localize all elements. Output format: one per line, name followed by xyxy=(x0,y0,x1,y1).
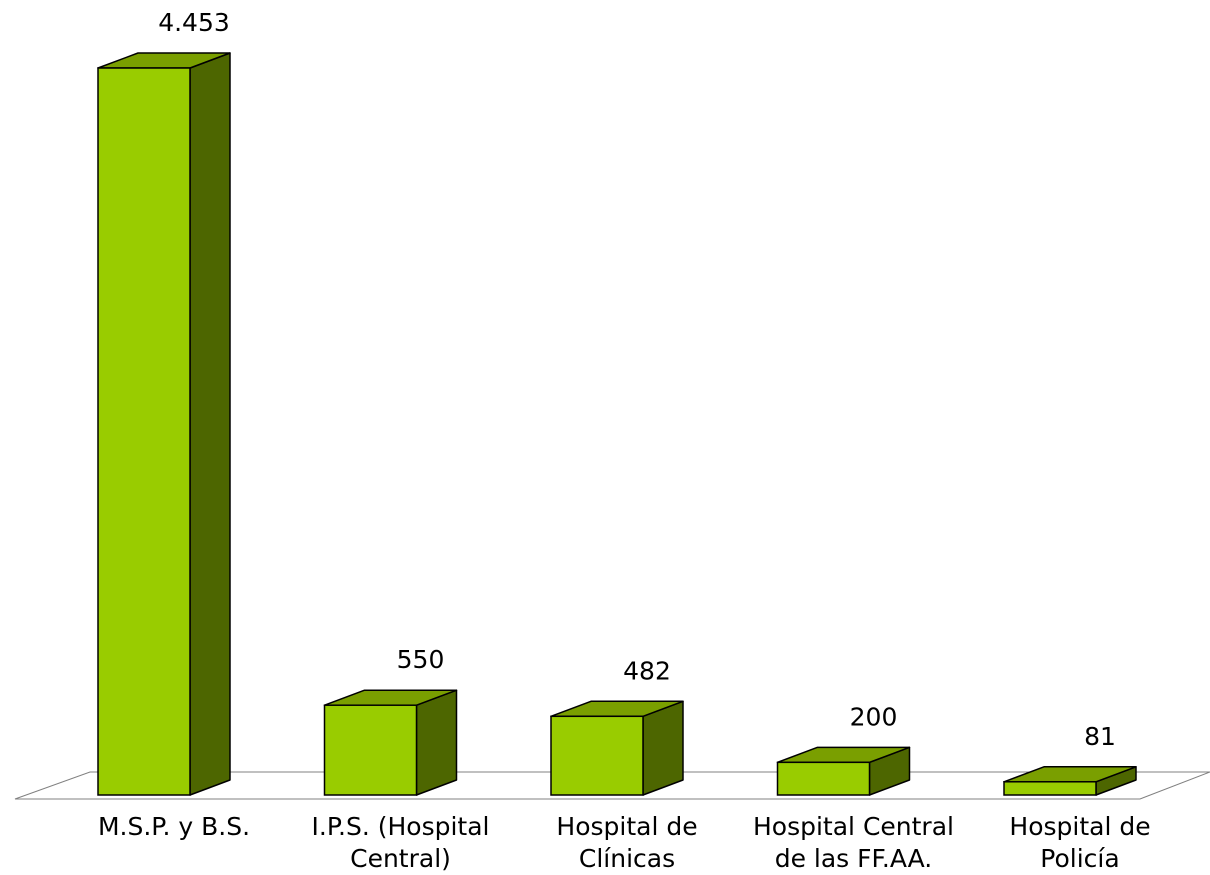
bar-4 xyxy=(776,746,911,796)
bar-front-face xyxy=(323,704,418,796)
bar-front-face xyxy=(550,715,644,796)
value-label: 81 xyxy=(1084,722,1116,751)
category-label: Hospital Central de las FF.AA. xyxy=(753,812,954,873)
bar-5 xyxy=(1003,766,1137,796)
bar-front-face xyxy=(1003,781,1097,796)
bar-side-face xyxy=(642,700,684,796)
value-label: 4.453 xyxy=(158,8,230,37)
bars-group xyxy=(97,52,1137,796)
category-label-line: Central) xyxy=(350,844,451,873)
bar-side-face xyxy=(189,52,231,796)
category-label: Hospital de Policía xyxy=(1009,812,1150,873)
category-label-line: Clínicas xyxy=(579,844,675,873)
category-labels-group: M.S.P. y B.S. I.P.S. (Hospital Central) Hos… xyxy=(98,812,1151,873)
category-label-line: I.P.S. (Hospital xyxy=(312,812,490,841)
category-label: M.S.P. y B.S. xyxy=(98,812,250,841)
category-label-line: Hospital de xyxy=(1009,812,1150,841)
value-label: 482 xyxy=(623,656,671,685)
bar-1 xyxy=(97,52,231,796)
bar-front-face xyxy=(776,761,871,796)
category-label-line: Hospital de xyxy=(556,812,697,841)
bar-front-face xyxy=(97,67,191,796)
category-label-line: M.S.P. y B.S. xyxy=(98,812,250,841)
value-label: 550 xyxy=(397,645,445,674)
category-label-line: Policía xyxy=(1040,844,1119,873)
bar-side-face xyxy=(415,689,458,796)
value-labels-group: 4.453 550 482 200 81 xyxy=(158,8,1116,751)
value-label: 200 xyxy=(850,702,898,731)
category-label-line: Hospital Central xyxy=(753,812,954,841)
bar-2 xyxy=(323,689,458,796)
category-label: Hospital de Clínicas xyxy=(556,812,697,873)
category-label: I.P.S. (Hospital Central) xyxy=(312,812,490,873)
category-label-line: de las FF.AA. xyxy=(775,844,933,873)
bar-3 xyxy=(550,700,684,796)
